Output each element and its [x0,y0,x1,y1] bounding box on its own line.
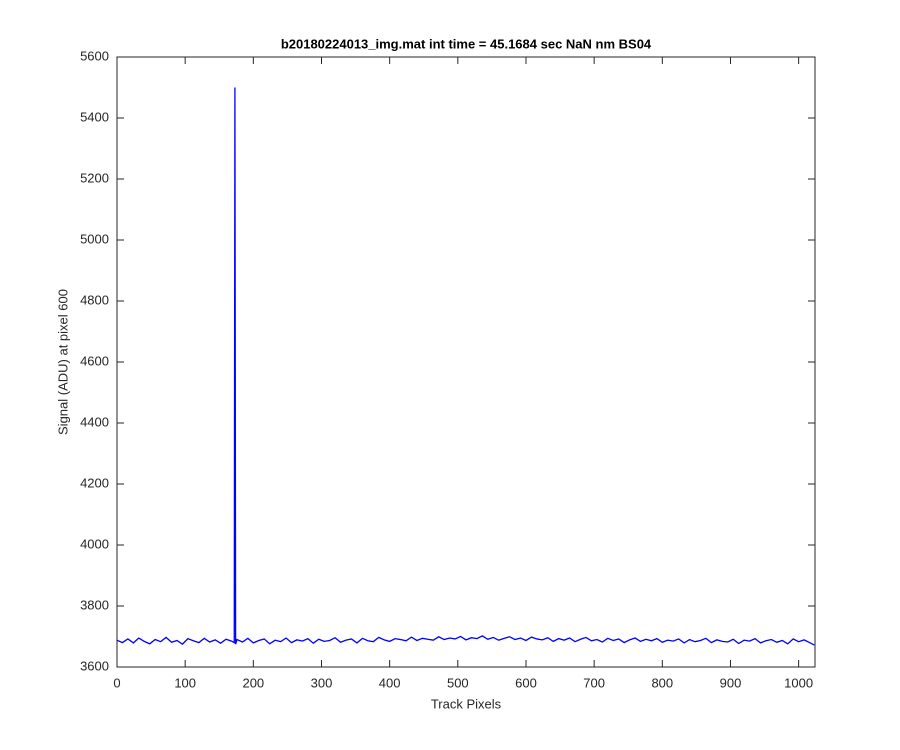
y-tick-label: 3600 [80,658,109,673]
chart-title: b20180224013_img.mat int time = 45.1684 … [281,36,652,51]
y-tick-label: 4400 [80,414,109,429]
x-tick-label: 400 [379,675,401,690]
y-tick-label: 5200 [80,170,109,185]
plot-frame [116,56,816,668]
y-tick-label: 5600 [80,48,109,63]
y-tick-label: 4600 [80,353,109,368]
x-tick-label: 900 [720,675,742,690]
y-tick-label: 3800 [80,597,109,612]
y-axis-label: Signal (ADU) at pixel 600 [55,289,70,435]
x-tick-label: 100 [174,675,196,690]
y-tick-label: 5000 [80,231,109,246]
x-tick-label: 800 [651,675,673,690]
x-axis-label: Track Pixels [431,696,502,711]
x-tick-label: 200 [242,675,264,690]
data-line [116,87,815,646]
y-tick-label: 4800 [80,292,109,307]
x-tick-label: 600 [515,675,537,690]
y-tick-label: 5400 [80,109,109,124]
y-tick-label: 4200 [80,475,109,490]
x-tick-label: 500 [447,675,469,690]
x-tick-label: 700 [583,675,605,690]
x-tick-label: 300 [311,675,333,690]
x-tick-label: 0 [113,675,120,690]
y-tick-label: 4000 [80,536,109,551]
x-tick-label: 1000 [784,675,813,690]
